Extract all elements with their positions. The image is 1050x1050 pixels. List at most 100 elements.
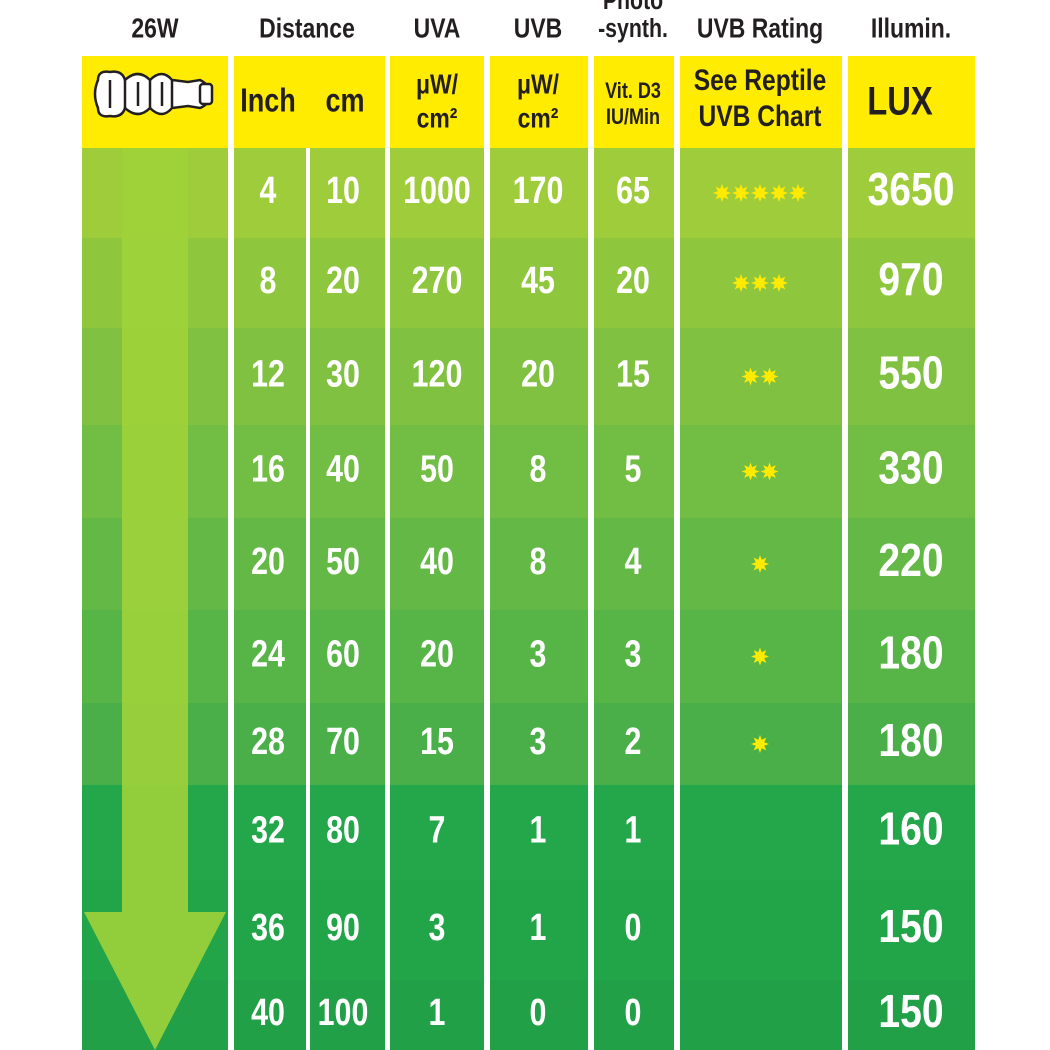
unit-label: cm² (518, 103, 559, 134)
uvb-value: 0 (530, 992, 547, 1034)
distance-inch: 12 (251, 353, 285, 395)
uva-value: 3 (429, 907, 446, 949)
vitd3-value: 0 (625, 907, 642, 949)
column-header: UVB Rating (697, 13, 823, 44)
rating-star (732, 274, 750, 292)
row-bg (82, 980, 975, 1050)
vitd3-value: 0 (625, 992, 642, 1034)
uvb-value: 8 (530, 448, 547, 490)
lux-value: 3650 (868, 164, 955, 216)
column-header: UVB (514, 13, 562, 44)
row-bg (82, 425, 975, 518)
rating-star (751, 274, 769, 292)
unit-label: See Reptile (694, 63, 827, 97)
vitd3-value: 1 (625, 809, 642, 851)
distance-inch: 8 (260, 260, 277, 302)
distance-cm: 20 (326, 260, 360, 302)
uvb-value: 170 (513, 170, 564, 212)
uva-value: 50 (420, 448, 454, 490)
distance-cm: 10 (326, 170, 360, 212)
rating-star (732, 184, 750, 202)
unit-label: Vit. D3 (605, 79, 661, 103)
uvb-value: 45 (521, 260, 555, 302)
unit-label: cm (325, 83, 364, 119)
vitd3-value: 65 (616, 170, 650, 212)
rating-star (760, 462, 779, 481)
distance-cm: 90 (326, 907, 360, 949)
column-header: UVA (414, 13, 461, 44)
uva-value: 15 (420, 721, 454, 763)
distance-cm: 40 (326, 448, 360, 490)
rating-star (741, 367, 760, 386)
column-header: Photo (603, 0, 663, 15)
column-header: Illumin. (871, 13, 951, 44)
distance-cm: 30 (326, 353, 360, 395)
uva-value: 270 (412, 260, 463, 302)
lux-value: 330 (878, 443, 943, 495)
distance-cm: 60 (326, 633, 360, 675)
distance-arrow (84, 148, 226, 1050)
lux-value: 150 (878, 986, 943, 1038)
vitd3-value: 3 (625, 633, 642, 675)
uva-value: 7 (429, 809, 446, 851)
uvb-value: 3 (530, 721, 547, 763)
unit-label: cm² (417, 103, 458, 134)
unit-label: μW/ (517, 69, 559, 100)
distance-inch: 36 (251, 907, 285, 949)
row-bg (82, 518, 975, 610)
lux-value: 220 (878, 535, 943, 587)
vitd3-value: 20 (616, 260, 650, 302)
unit-label: μW/ (416, 69, 458, 100)
uva-value: 1 (429, 992, 446, 1034)
rating-star (770, 274, 788, 292)
row-bg (82, 703, 975, 785)
column-header: Distance (259, 13, 355, 44)
lux-value: 160 (878, 804, 943, 856)
vitd3-value: 2 (625, 721, 642, 763)
rating-star (751, 735, 769, 753)
rating-star (770, 184, 788, 202)
uva-value: 20 (420, 633, 454, 675)
lux-value: 180 (878, 715, 943, 767)
rating-star (713, 184, 731, 202)
rating-star (789, 184, 807, 202)
distance-cm: 100 (318, 992, 369, 1034)
distance-inch: 16 (251, 448, 285, 490)
header-texts: 26W Distance UVA UVB UVB Rating Illumin. Photo… (131, 0, 951, 134)
distance-cm: 80 (326, 809, 360, 851)
vitd3-value: 15 (616, 353, 650, 395)
uva-value: 40 (420, 541, 454, 583)
rating-star (751, 647, 769, 666)
distance-inch: 20 (251, 541, 285, 583)
row-bg (82, 785, 975, 880)
vitd3-value: 4 (625, 541, 642, 583)
uvb-value: 1 (530, 809, 547, 851)
uva-value: 1000 (403, 170, 471, 212)
bulb-icon (93, 70, 214, 118)
lux-value: 180 (878, 628, 943, 680)
column-gaps (228, 50, 848, 1050)
distance-inch: 24 (251, 633, 285, 675)
unit-label: UVB Chart (699, 99, 822, 133)
distance-inch: 28 (251, 721, 285, 763)
distance-cm: 50 (326, 541, 360, 583)
unit-label: Inch (240, 83, 296, 119)
unit-label: LUX (867, 78, 933, 123)
distance-inch: 4 (260, 170, 277, 212)
distance-cm: 70 (326, 721, 360, 763)
rating-star (751, 555, 769, 573)
lux-value: 550 (878, 348, 943, 400)
rating-star (741, 462, 760, 481)
unit-label: IU/Min (606, 105, 660, 129)
lux-value: 970 (878, 254, 943, 306)
lux-value: 150 (878, 901, 943, 953)
rating-star (760, 367, 779, 386)
column-header: -synth. (598, 14, 668, 44)
uvb-value: 8 (530, 541, 547, 583)
distance-inch: 32 (251, 809, 285, 851)
vitd3-value: 5 (625, 448, 642, 490)
uva-value: 120 (412, 353, 463, 395)
row-bg (82, 610, 975, 703)
